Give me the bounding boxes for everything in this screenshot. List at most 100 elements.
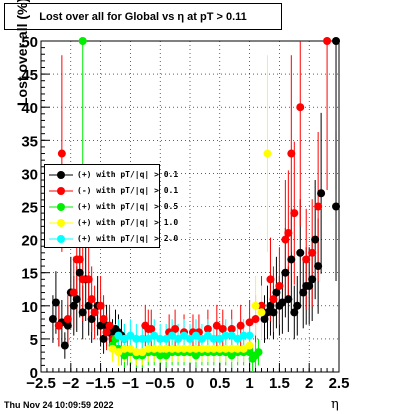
data-point xyxy=(63,321,72,330)
data-point xyxy=(293,301,302,310)
legend: (+) with pT/|q| > 0.1 (-) with pT/|q| > … xyxy=(44,164,178,248)
legend-marker xyxy=(49,171,73,179)
data-point xyxy=(168,331,177,340)
data-point xyxy=(191,351,200,360)
data-point xyxy=(99,315,108,324)
data-point xyxy=(162,344,171,353)
data-point xyxy=(99,334,108,343)
timestamp: Thu Nov 24 10:09:59 2022 xyxy=(4,400,114,410)
data-point xyxy=(221,344,230,353)
data-point xyxy=(239,331,248,340)
x-tick-label: −2.5 xyxy=(26,375,56,392)
data-point xyxy=(174,334,183,343)
data-point xyxy=(57,149,66,158)
data-point xyxy=(251,315,260,324)
x-tick-label: 0.5 xyxy=(209,375,230,392)
legend-label: (+) with pT/|q| > 0.5 xyxy=(77,202,179,211)
x-tick-label: 1.5 xyxy=(269,375,290,392)
legend-label: (+) with pT/|q| > 1.0 xyxy=(77,218,179,227)
data-point xyxy=(197,344,206,353)
x-tick-label: 0 xyxy=(186,375,194,392)
data-point xyxy=(332,37,341,45)
data-point xyxy=(245,318,254,327)
y-tick-label: 35 xyxy=(21,133,38,150)
x-tick-label: 2 xyxy=(305,375,313,392)
data-point xyxy=(84,301,93,310)
data-point xyxy=(266,301,275,310)
data-point xyxy=(239,344,248,353)
data-point xyxy=(263,308,272,317)
x-tick-label: −1.5 xyxy=(86,375,116,392)
data-point xyxy=(180,331,189,340)
data-point xyxy=(227,331,236,340)
y-tick-label: 10 xyxy=(21,299,38,316)
data-point xyxy=(263,149,272,158)
x-tick-label: −1 xyxy=(122,375,139,392)
data-point xyxy=(203,344,212,353)
legend-entry: (+) with pT/|q| > 0.1 xyxy=(49,167,178,183)
data-point xyxy=(120,344,129,353)
data-point xyxy=(290,209,299,218)
data-point xyxy=(284,228,293,237)
legend-entry: (+) with pT/|q| > 0.5 xyxy=(49,199,178,215)
data-point xyxy=(69,301,78,310)
x-tick-label: −0.5 xyxy=(145,375,175,392)
data-point xyxy=(209,334,218,343)
data-point xyxy=(227,324,236,333)
data-point xyxy=(227,351,236,360)
data-point xyxy=(186,334,194,343)
data-point xyxy=(174,344,183,353)
data-point xyxy=(63,315,72,324)
data-point xyxy=(281,235,290,244)
data-point xyxy=(48,315,57,324)
x-tick-label: −2 xyxy=(62,375,79,392)
data-point xyxy=(305,281,314,290)
data-point xyxy=(323,37,332,45)
data-point xyxy=(296,248,305,257)
data-point xyxy=(332,202,341,211)
data-point xyxy=(114,331,123,340)
data-point xyxy=(311,235,320,244)
data-point xyxy=(54,321,63,330)
data-point xyxy=(266,275,275,284)
y-tick-label: 30 xyxy=(21,166,38,183)
data-point xyxy=(275,281,284,290)
data-point xyxy=(75,268,84,277)
data-point xyxy=(144,344,153,353)
data-point xyxy=(75,255,84,264)
y-tick-label: 45 xyxy=(21,67,38,84)
y-tick-label: 40 xyxy=(21,100,38,117)
data-point xyxy=(281,268,290,277)
data-point xyxy=(138,348,147,357)
data-point xyxy=(69,288,78,297)
data-point xyxy=(278,298,287,307)
data-point xyxy=(126,331,135,340)
data-point xyxy=(186,344,194,353)
data-point xyxy=(102,328,111,337)
data-point xyxy=(132,348,141,357)
data-point xyxy=(314,262,323,271)
y-axis-label: Lost over all (%) xyxy=(14,0,30,106)
legend-entry: (-) with pT/|q| > 0.1 xyxy=(49,183,178,199)
data-point xyxy=(302,255,311,264)
data-point xyxy=(218,324,227,333)
data-point xyxy=(51,298,60,307)
data-point xyxy=(287,149,296,158)
data-point xyxy=(245,348,254,357)
data-point xyxy=(105,321,114,330)
data-point xyxy=(272,288,281,297)
data-point xyxy=(203,331,212,340)
legend-marker xyxy=(49,219,73,227)
data-point xyxy=(203,324,212,333)
data-point xyxy=(308,248,317,257)
data-point xyxy=(236,321,245,330)
legend-entry: (+) with pT/|q| > 2.0 xyxy=(49,231,178,247)
legend-marker xyxy=(49,187,73,195)
data-point xyxy=(96,301,105,310)
data-point xyxy=(257,301,266,310)
data-point xyxy=(138,334,147,343)
data-point xyxy=(162,334,171,343)
x-axis-ticks: −2.5 −2 −1.5 −1 −0.5 0 0.5 1 1.5 2 2.5 xyxy=(26,363,349,392)
data-point xyxy=(245,341,254,350)
